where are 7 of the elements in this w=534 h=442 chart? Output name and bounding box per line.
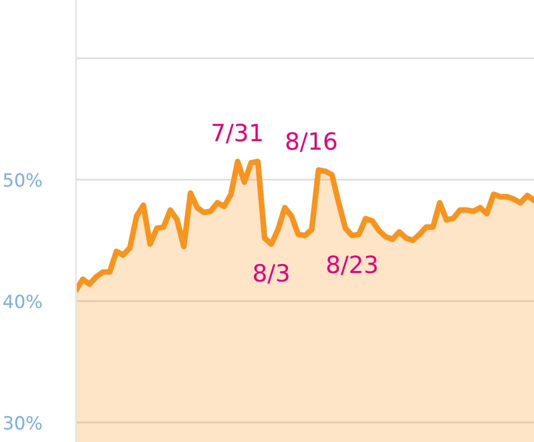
annotation: 7/31 [212,124,262,144]
annotation: 8/16 [286,132,336,152]
y-tick-label: 30% [4,416,42,430]
annotation: 8/23 [327,255,377,276]
y-tick-label: 50% [4,173,42,187]
y-tick-label: 40% [3,294,42,308]
annotation: 8/3 [254,264,288,284]
